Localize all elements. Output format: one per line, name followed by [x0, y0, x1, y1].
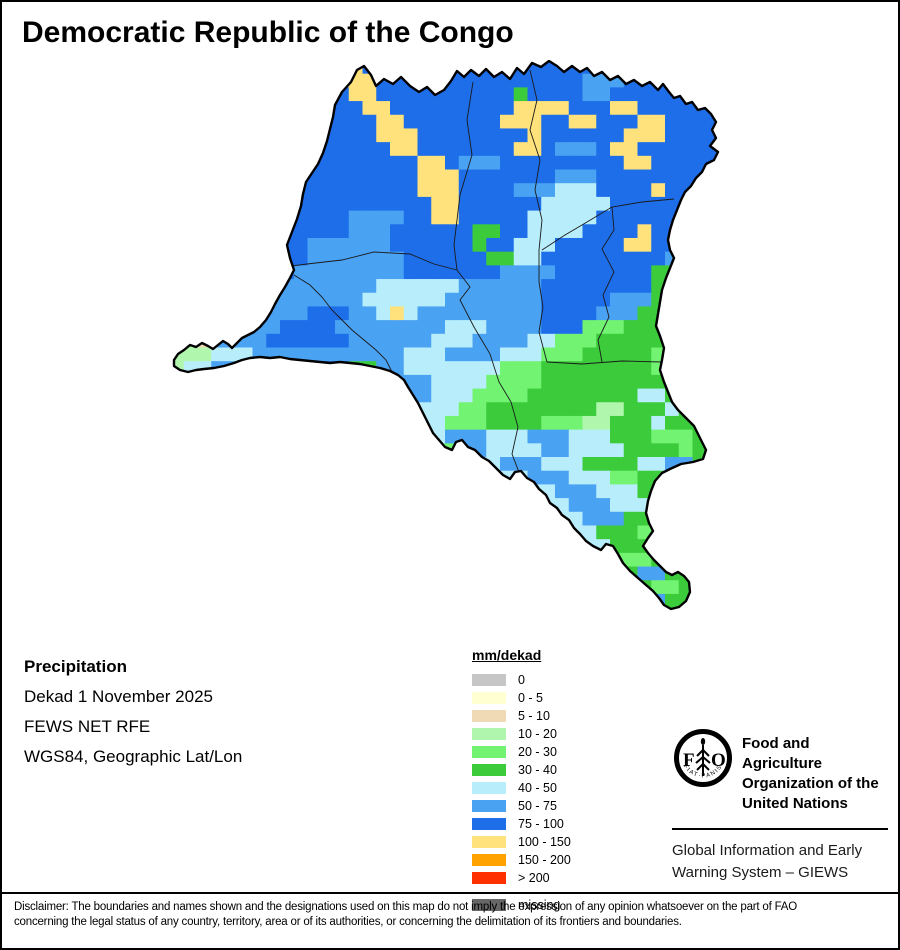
wheat-ear-icon	[695, 738, 711, 776]
legend-label: 75 - 100	[518, 817, 564, 831]
fao-org-line: United Nations	[742, 795, 848, 812]
info-dekad: Dekad 1 November 2025	[24, 687, 214, 706]
legend-label: 30 - 40	[518, 763, 557, 777]
drc-map-svg	[172, 60, 720, 611]
disclaimer-line: Disclaimer: The boundaries and names sho…	[14, 901, 797, 913]
legend-label: 5 - 10	[518, 709, 550, 723]
fao-org-line: Organization of the	[742, 775, 879, 792]
giews-caption: Global Information and Early Warning Syst…	[672, 840, 890, 884]
legend-swatch	[472, 728, 506, 740]
info-product: Precipitation	[24, 657, 127, 676]
info-projection: WGS84, Geographic Lat/Lon	[24, 747, 243, 766]
legend-label: > 200	[518, 871, 550, 885]
legend-row: 75 - 100	[472, 815, 571, 833]
legend-row: 0	[472, 671, 571, 689]
legend-swatch	[472, 674, 506, 686]
legend-swatch	[472, 692, 506, 704]
giews-line: Global Information and Early	[672, 842, 863, 859]
legend-swatch	[472, 764, 506, 776]
legend-title: mm/dekad	[472, 647, 542, 663]
legend-swatch	[472, 854, 506, 866]
fao-block: F O FIAT·PANIS Food and Agriculture Organ…	[672, 726, 890, 884]
svg-text:F: F	[683, 750, 695, 771]
fao-org-line: Food and Agriculture	[742, 735, 823, 772]
giews-line: Warning System – GIEWS	[672, 864, 849, 881]
legend-label: 10 - 20	[518, 727, 557, 741]
legend-swatch	[472, 710, 506, 722]
legend-row: 150 - 200	[472, 851, 571, 869]
legend-row: > 200	[472, 869, 571, 887]
precipitation-map	[170, 60, 720, 635]
legend-swatch	[472, 746, 506, 758]
precipitation-raster	[174, 61, 718, 609]
legend-swatch	[472, 836, 506, 848]
legend-row-missing: missing	[472, 896, 571, 914]
legend-label: 100 - 150	[518, 835, 571, 849]
legend-row: 5 - 10	[472, 707, 571, 725]
legend-swatch	[472, 818, 506, 830]
legend-row: 50 - 75	[472, 797, 571, 815]
fao-logo-icon: F O FIAT·PANIS	[674, 729, 732, 787]
legend-row: 30 - 40	[472, 761, 571, 779]
disclaimer: Disclaimer: The boundaries and names sho…	[2, 892, 898, 948]
legend-swatch-missing	[472, 899, 506, 911]
legend-swatch	[472, 872, 506, 884]
legend-row: 20 - 30	[472, 743, 571, 761]
fao-org-name: Food and Agriculture Organization of the U…	[742, 726, 890, 814]
legend-label: 0 - 5	[518, 691, 544, 705]
legend-label-missing: missing	[518, 898, 561, 912]
page-title: Democratic Republic of the Congo	[22, 16, 514, 49]
legend-row: 100 - 150	[472, 833, 571, 851]
legend-label: 40 - 50	[518, 781, 557, 795]
legend-swatch	[472, 782, 506, 794]
disclaimer-line: concerning the legal status of any count…	[14, 916, 682, 928]
legend-row: 40 - 50	[472, 779, 571, 797]
legend-row: 0 - 5	[472, 689, 571, 707]
legend-rows: 0 0 - 5 5 - 10 10 - 20 20 - 30 30 - 40 40 - 50…	[472, 671, 571, 887]
legend-label: 0	[518, 673, 525, 687]
map-info-block: Precipitation Dekad 1 November 2025 FEWS…	[24, 652, 242, 772]
legend-label: 50 - 75	[518, 799, 557, 813]
legend-swatch	[472, 800, 506, 812]
legend-label: 20 - 30	[518, 745, 557, 759]
legend-label: 150 - 200	[518, 853, 571, 867]
country-outline	[172, 60, 720, 611]
legend-row: 10 - 20	[472, 725, 571, 743]
info-source: FEWS NET RFE	[24, 717, 151, 736]
fao-divider	[672, 828, 888, 830]
svg-text:O: O	[711, 750, 726, 771]
legend: mm/dekad 0 0 - 5 5 - 10 10 - 20 20 - 30 30 - …	[472, 647, 571, 914]
